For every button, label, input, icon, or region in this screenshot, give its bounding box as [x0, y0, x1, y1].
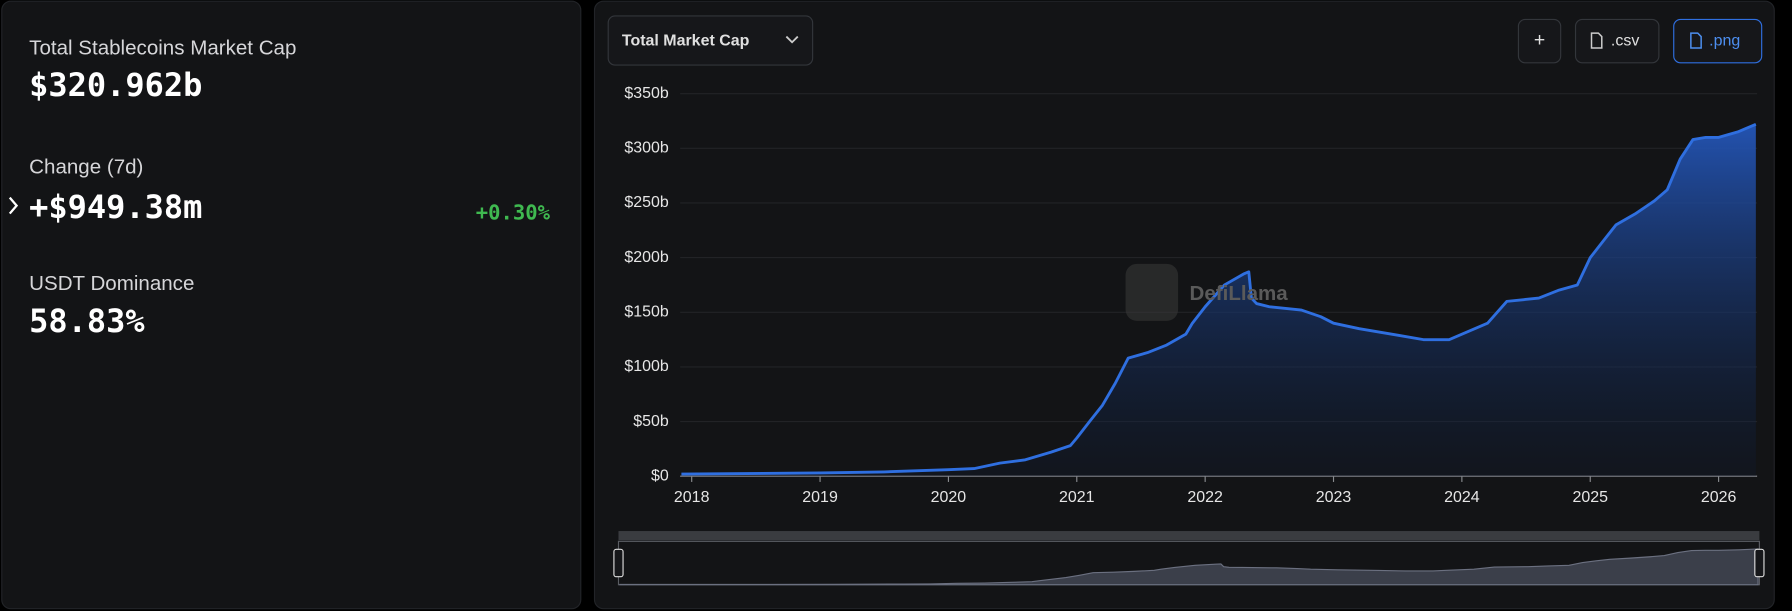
line — [681, 122, 1757, 476]
x-tick-label: 2025 — [1572, 489, 1608, 506]
png-label: .png — [1709, 32, 1740, 49]
watermark-logo — [1125, 263, 1179, 321]
x-tick-label: 2024 — [1444, 489, 1480, 506]
stat-value: $320.962b — [29, 66, 202, 104]
y-tick-label: $100b — [624, 358, 669, 375]
y-tick-label: $300b — [624, 140, 669, 157]
y-tick-label: $250b — [624, 194, 669, 211]
x-tick-label: 2021 — [1059, 489, 1095, 506]
y-tick-label: $50b — [633, 413, 669, 430]
area — [681, 124, 1756, 477]
csv-button[interactable] — [1574, 18, 1660, 64]
x-tick-label: 2023 — [1316, 489, 1352, 506]
add-button[interactable] — [1517, 18, 1562, 64]
y-tick-label: $0 — [651, 467, 669, 484]
file-icon — [1590, 32, 1603, 49]
watermark: DefiLlama — [1190, 282, 1289, 305]
dropdown-label: Total Market Cap — [622, 32, 750, 49]
x-tick-label: 2018 — [674, 489, 710, 506]
slider-handle[interactable] — [613, 548, 624, 578]
overview-area — [619, 548, 1759, 586]
x-tick-label: 2020 — [931, 489, 967, 506]
stat-label: Total Stablecoins Market Cap — [29, 37, 296, 60]
slider-bar[interactable] — [618, 531, 1760, 541]
stat-label: Change (7d) — [29, 155, 143, 178]
file-icon — [1690, 32, 1702, 49]
dropdown[interactable] — [607, 15, 814, 66]
stat-label: USDT Dominance — [29, 272, 194, 295]
change-percent: +0.30% — [476, 201, 551, 225]
x-tick-label: 2022 — [1187, 489, 1223, 506]
x-tick-label: 2026 — [1701, 489, 1737, 506]
stat-value: +$949.38m — [29, 188, 202, 226]
x-tick-label: 2019 — [802, 489, 838, 506]
slider-handle[interactable] — [1754, 548, 1765, 578]
expand-icon[interactable] — [8, 196, 19, 215]
png-button[interactable] — [1673, 18, 1763, 64]
stat-value: 58.83% — [29, 302, 145, 340]
stats-panel — [1, 0, 582, 610]
y-tick-label: $350b — [624, 85, 669, 102]
y-tick-label: $200b — [624, 249, 669, 266]
chevron — [785, 35, 799, 44]
add-label: + — [1534, 29, 1545, 51]
csv-label: .csv — [1611, 32, 1639, 49]
y-tick-label: $150b — [624, 303, 669, 320]
